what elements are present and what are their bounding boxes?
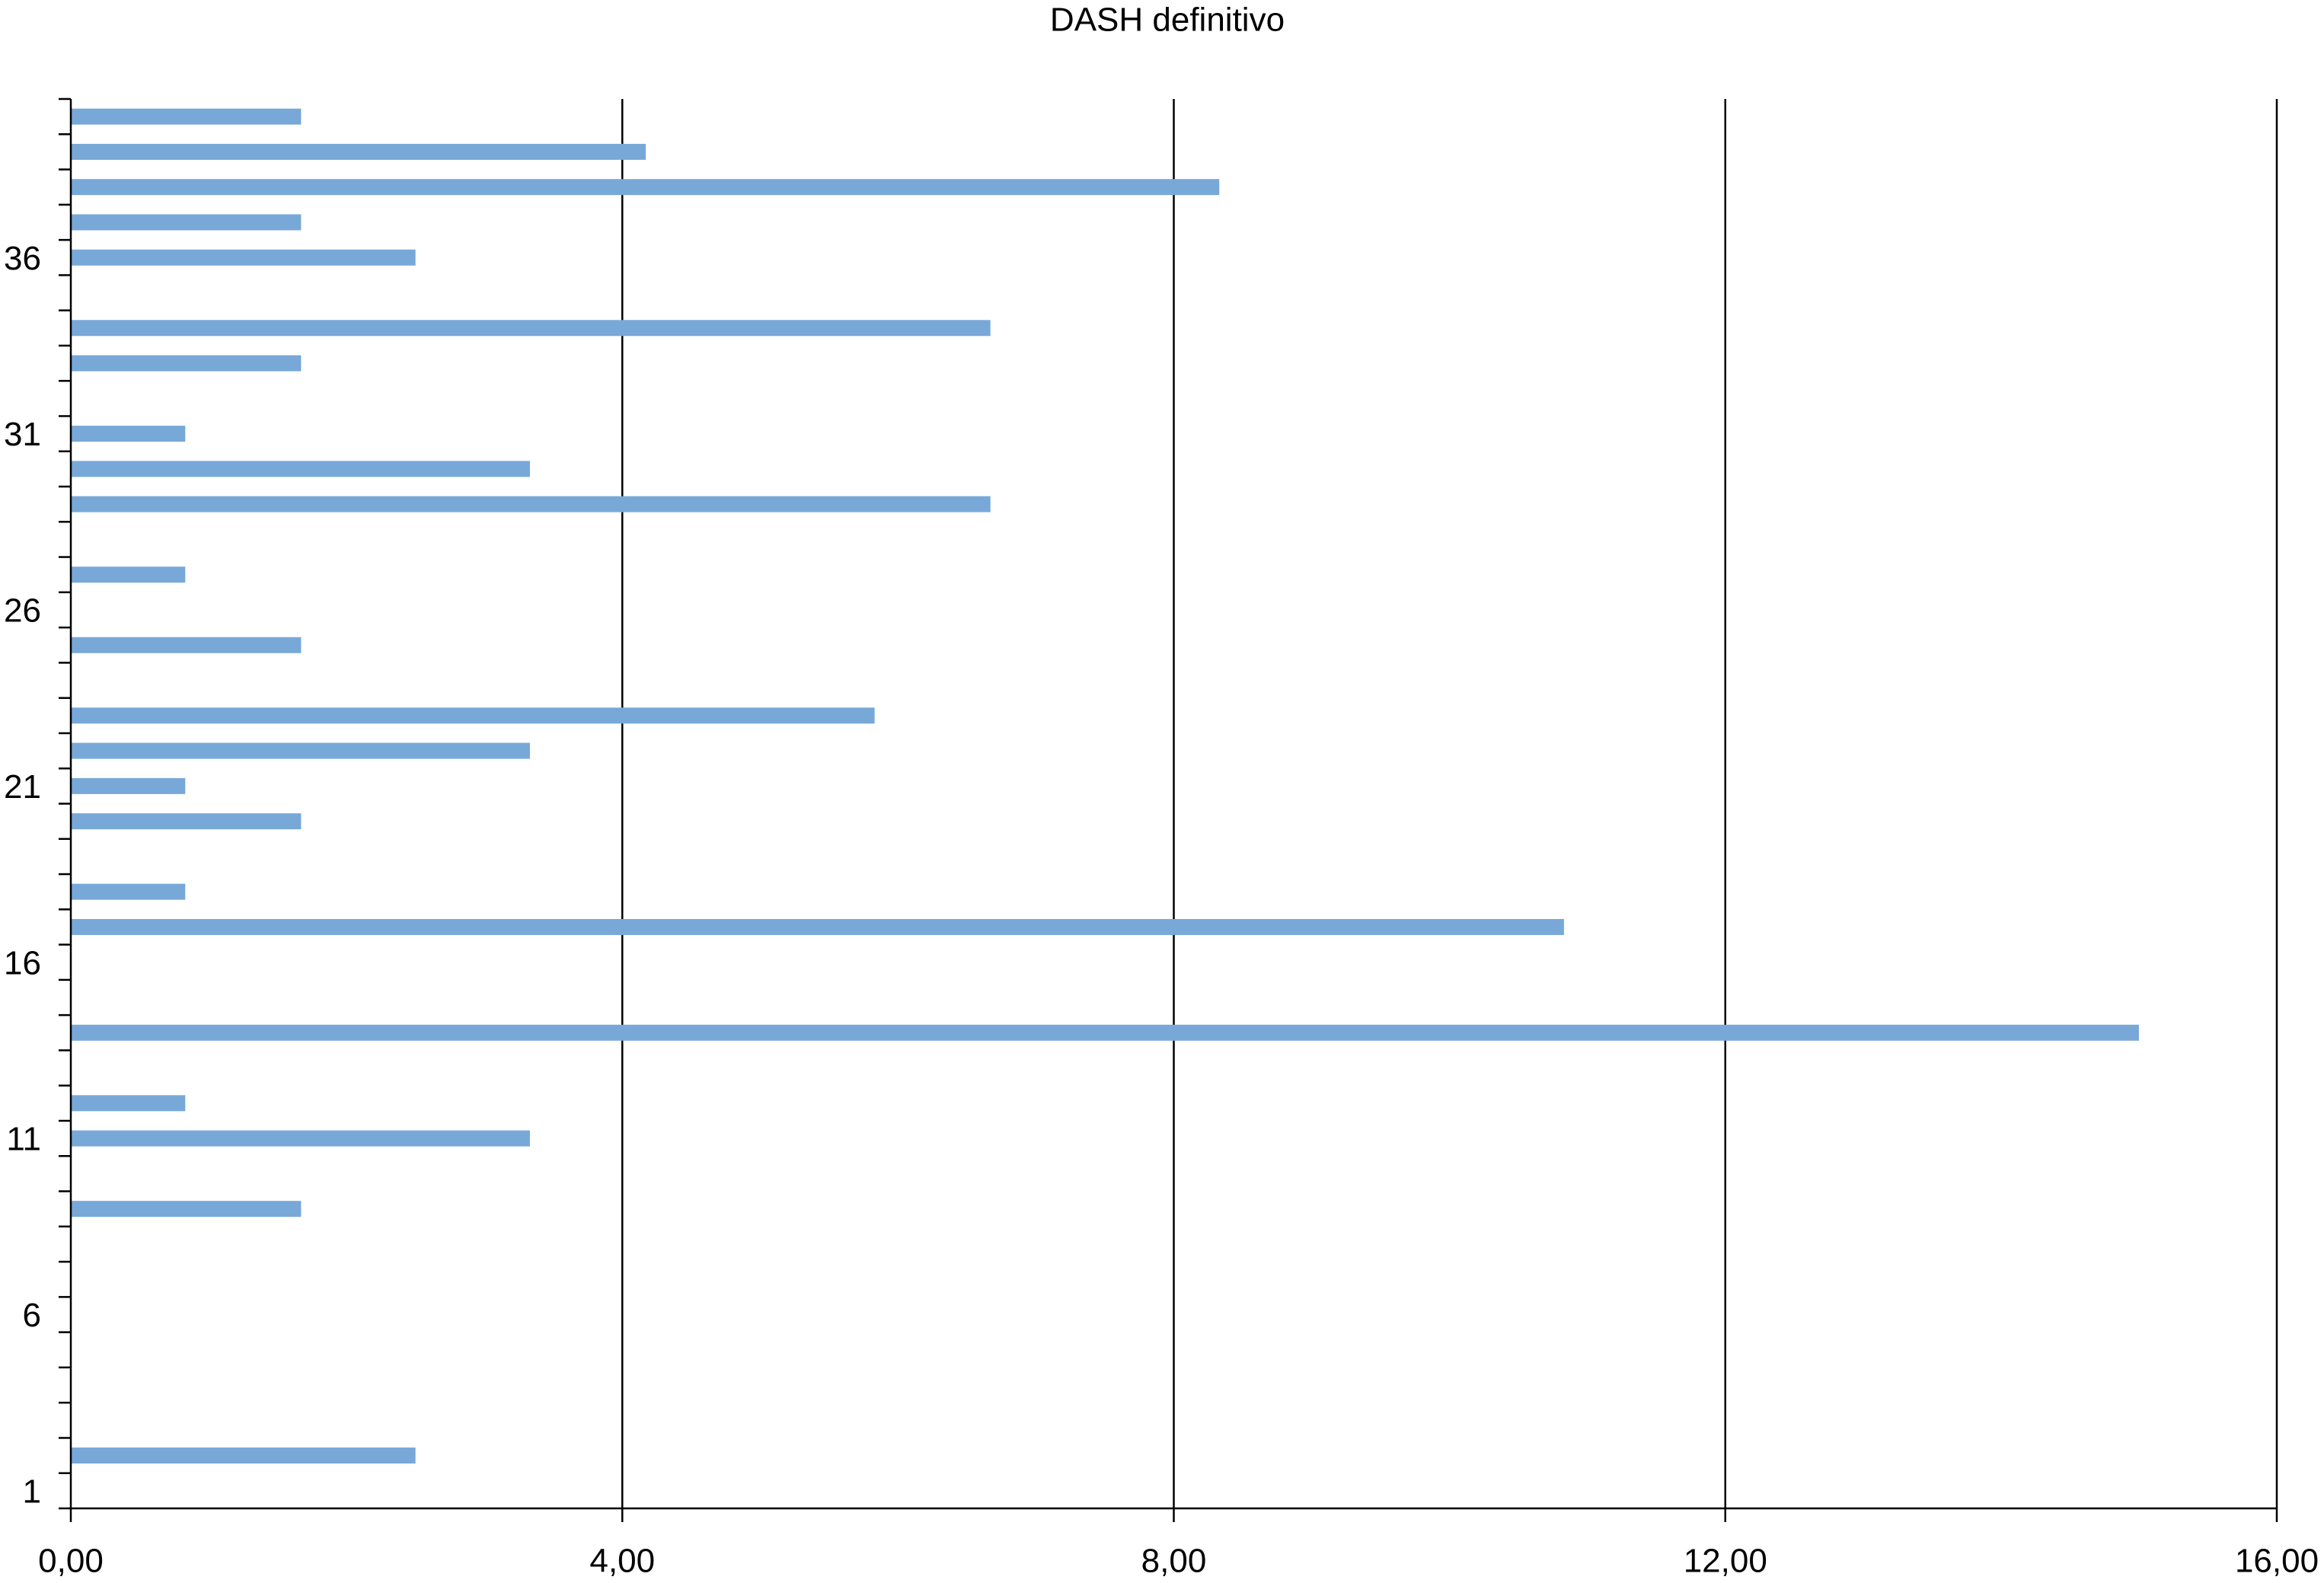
y-tick-label: 1 <box>23 1473 41 1510</box>
x-tick-label: 8,00 <box>1141 1543 1207 1580</box>
y-tick-label: 31 <box>4 416 41 453</box>
bar <box>71 1130 530 1147</box>
y-tick-label: 21 <box>4 768 41 806</box>
bar <box>71 214 302 231</box>
bar <box>71 707 875 724</box>
bar <box>71 496 991 512</box>
bar <box>71 1447 416 1464</box>
bar <box>71 143 646 160</box>
bar <box>71 566 186 583</box>
bar <box>71 777 186 794</box>
x-tick-label: 0,00 <box>38 1543 104 1580</box>
bar <box>71 637 302 653</box>
y-tick-label: 36 <box>4 240 41 277</box>
y-tick-label: 26 <box>4 592 41 630</box>
y-tick-label: 6 <box>23 1297 41 1334</box>
bar <box>71 1095 186 1112</box>
y-tick-label: 16 <box>4 944 41 981</box>
bar <box>71 426 186 442</box>
bar <box>71 108 302 125</box>
y-tick-label: 11 <box>6 1121 41 1158</box>
chart-title: DASH definitivo <box>1050 2 1285 39</box>
bar <box>71 249 416 266</box>
x-tick-label: 16,00 <box>2235 1543 2319 1580</box>
bar <box>71 813 302 830</box>
x-tick-label: 4,00 <box>589 1543 655 1580</box>
bar <box>71 1201 302 1218</box>
bar <box>71 918 1564 935</box>
bar <box>71 742 530 759</box>
bar <box>71 461 530 477</box>
bar <box>71 1024 2139 1041</box>
bar <box>71 355 302 372</box>
bar <box>71 883 186 900</box>
bar <box>71 320 991 337</box>
bar <box>71 179 1220 196</box>
x-tick-label: 12,00 <box>1684 1543 1767 1580</box>
